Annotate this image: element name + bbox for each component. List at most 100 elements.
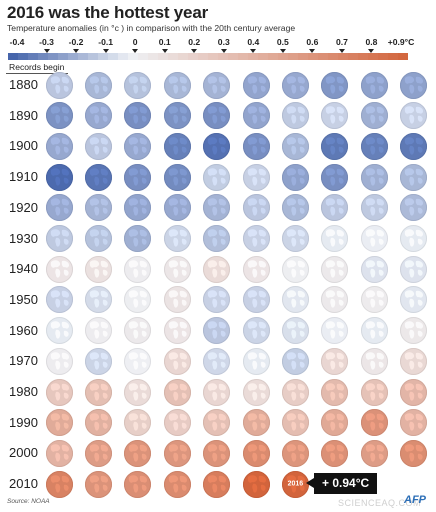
globe-1934 [203, 225, 231, 252]
globe-1968 [360, 317, 388, 345]
continent-shape [258, 444, 266, 452]
continent-shape [260, 177, 266, 184]
continent-shape [133, 145, 139, 155]
continent-shape [369, 452, 375, 462]
continent-shape [415, 137, 424, 145]
continent-shape [376, 352, 384, 360]
continent-shape [247, 290, 257, 299]
globe-rim [400, 409, 428, 437]
continent-shape [369, 145, 375, 155]
continent-shape [330, 329, 336, 339]
continent-shape [129, 106, 139, 114]
globe-rim [163, 194, 191, 222]
continent-shape [129, 229, 139, 237]
continent-shape [102, 146, 108, 153]
continent-shape [299, 269, 305, 276]
globe-1955 [242, 286, 270, 314]
globe-rim [400, 255, 428, 283]
continent-shape [50, 75, 60, 84]
continent-shape [409, 145, 415, 155]
continent-shape [291, 268, 297, 278]
globe-rim [84, 225, 112, 252]
continent-shape [337, 444, 345, 452]
continent-shape [365, 413, 375, 421]
globe-rim [124, 194, 152, 222]
continent-shape [61, 229, 69, 237]
continent-shape [94, 391, 100, 401]
globe-rim [45, 163, 73, 191]
globe-1921 [84, 194, 112, 222]
globe-rim [163, 102, 191, 130]
globe-rim [45, 409, 73, 437]
globe-1951 [84, 286, 112, 314]
continent-shape [404, 321, 415, 329]
continent-shape [378, 146, 384, 153]
continent-shape [409, 329, 415, 339]
globe-rim [281, 194, 309, 222]
continent-shape [260, 115, 266, 122]
continent-shape [251, 329, 257, 339]
continent-shape [172, 145, 178, 155]
continent-shape [376, 413, 384, 421]
scale-tick-label: -0.2 [68, 37, 84, 47]
continent-shape [417, 300, 423, 307]
continent-shape [337, 137, 345, 145]
continent-shape [339, 300, 344, 307]
scale-tick-mark [309, 49, 316, 53]
globe-1933 [163, 225, 191, 252]
scale-segment [48, 53, 59, 60]
continent-shape [376, 260, 384, 268]
decade-label: 1890 [9, 107, 38, 123]
continent-shape [365, 75, 375, 84]
continent-shape [409, 391, 415, 401]
scale-tick-mark [132, 49, 139, 53]
continent-shape [409, 207, 415, 216]
continent-shape [260, 238, 266, 245]
continent-shape [140, 321, 148, 329]
globe-1883 [163, 71, 191, 99]
scale-segment [28, 53, 39, 60]
continent-shape [168, 259, 178, 268]
continent-shape [61, 475, 69, 483]
globe-rim [242, 470, 270, 498]
continent-shape [181, 146, 187, 153]
continent-shape [63, 177, 69, 184]
continent-shape [61, 168, 69, 176]
globe-1901 [84, 132, 112, 160]
continent-shape [369, 268, 375, 278]
continent-shape [404, 413, 415, 421]
continent-shape [179, 444, 187, 452]
continent-shape [299, 115, 305, 122]
continent-shape [369, 114, 375, 124]
continent-shape [330, 299, 336, 309]
scale-tick-label: 0.1 [158, 37, 171, 47]
chart-subtitle: Temperature anomalies (in °c ) in compar… [7, 23, 296, 33]
continent-shape [140, 444, 148, 452]
continent-shape [337, 291, 345, 298]
decade-label: 1920 [9, 199, 38, 215]
continent-shape [54, 299, 60, 309]
globe-2004 [203, 439, 231, 467]
continent-shape [168, 351, 178, 360]
continent-shape [417, 238, 423, 245]
globe-rim [45, 286, 73, 314]
continent-shape [63, 208, 69, 215]
globe-1967 [321, 317, 349, 345]
globe-1999 [400, 409, 428, 437]
records-begin-line [6, 73, 68, 74]
globe-rim [360, 347, 388, 375]
globe-rim [400, 378, 428, 406]
continent-shape [326, 167, 336, 176]
continent-shape [376, 444, 384, 452]
continent-shape [247, 321, 257, 329]
continent-shape [181, 484, 187, 491]
continent-shape [378, 269, 384, 276]
globe-1957 [321, 286, 349, 314]
continent-shape [168, 75, 178, 84]
globe-1899 [400, 102, 428, 130]
globe-1989 [400, 378, 428, 406]
continent-shape [369, 237, 375, 247]
continent-shape [326, 382, 336, 391]
continent-shape [100, 444, 108, 452]
globe-1909 [400, 132, 428, 160]
